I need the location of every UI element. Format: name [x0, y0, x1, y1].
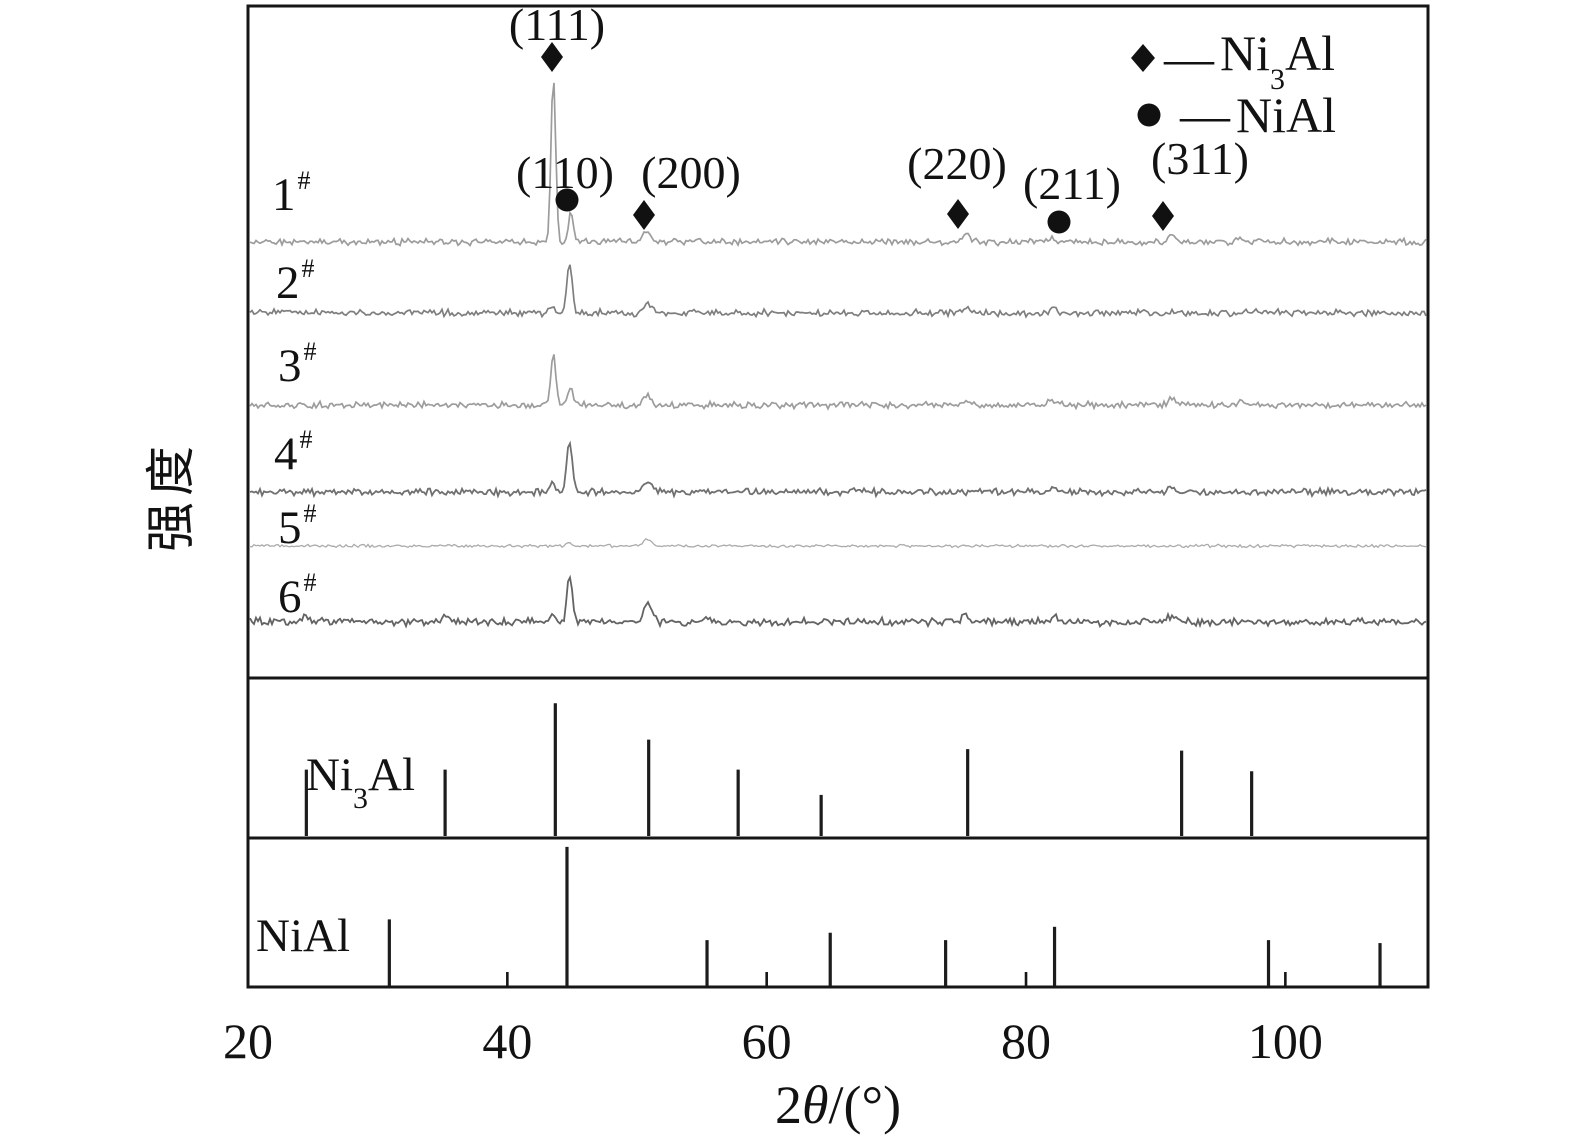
trace-label-1: 1# — [272, 166, 311, 221]
peak-label-(311): (311) — [1151, 133, 1249, 184]
legend-dash: — — [1164, 29, 1214, 86]
diamond-marker-Ni3Al — [541, 42, 563, 72]
plot-frame — [246, 4, 1430, 989]
legend-label-1: Ni3Al — [1220, 25, 1335, 96]
trace-label-4: 4# — [274, 425, 313, 480]
circle-legend-icon — [1137, 103, 1161, 127]
xrd-trace-4 — [249, 440, 1427, 499]
circle-marker-NiAl — [555, 188, 579, 212]
xrd-trace-6 — [249, 574, 1427, 629]
trace-label-6: 6# — [278, 568, 317, 623]
xrd-trace-5 — [249, 537, 1427, 549]
diamond-marker-Ni3Al — [947, 199, 969, 229]
x-axis-title-suffix: /(°) — [828, 1075, 902, 1135]
panel-label-NiAl: NiAl — [256, 910, 350, 962]
x-axis-title-prefix: 2 — [774, 1075, 802, 1135]
x-tick-label-60: 60 — [741, 1013, 792, 1069]
theta-symbol: θ — [801, 1075, 829, 1135]
x-tick-label-40: 40 — [482, 1013, 533, 1069]
xrd-trace-3 — [249, 354, 1427, 411]
trace-label-5: 5# — [278, 499, 317, 554]
legend-item-2: — NiAl — [1132, 90, 1336, 140]
x-tick-label-20: 20 — [223, 1013, 273, 1069]
diamond-marker-Ni3Al — [633, 200, 655, 230]
xrd-trace-2 — [249, 264, 1427, 319]
x-axis-title: 2θ/(°) — [775, 1078, 901, 1132]
panel-label-Ni3Al: Ni3Al — [306, 749, 415, 816]
peak-label-(200): (200) — [641, 147, 741, 198]
peak-label-(211): (211) — [1023, 158, 1121, 209]
peak-label-(111): (111) — [508, 0, 606, 50]
peak-label-(220): (220) — [907, 138, 1007, 189]
xrd-trace-1 — [249, 82, 1427, 248]
legend-item-1: — Ni3Al — [1126, 25, 1335, 96]
x-tick-label-100: 100 — [1247, 1013, 1323, 1069]
diamond-legend-icon — [1131, 43, 1155, 72]
trace-label-2: 2# — [276, 254, 315, 309]
trace-label-3: 3# — [278, 337, 317, 392]
y-axis-title: 强度 — [143, 440, 199, 552]
diamond-marker-Ni3Al — [1152, 201, 1174, 231]
legend-label-2: NiAl — [1236, 87, 1336, 143]
circle-marker-NiAl — [1047, 210, 1071, 234]
x-tick-label-80: 80 — [1001, 1013, 1052, 1069]
peak-label-(110): (110) — [516, 147, 614, 198]
legend-dash: — — [1180, 87, 1230, 143]
